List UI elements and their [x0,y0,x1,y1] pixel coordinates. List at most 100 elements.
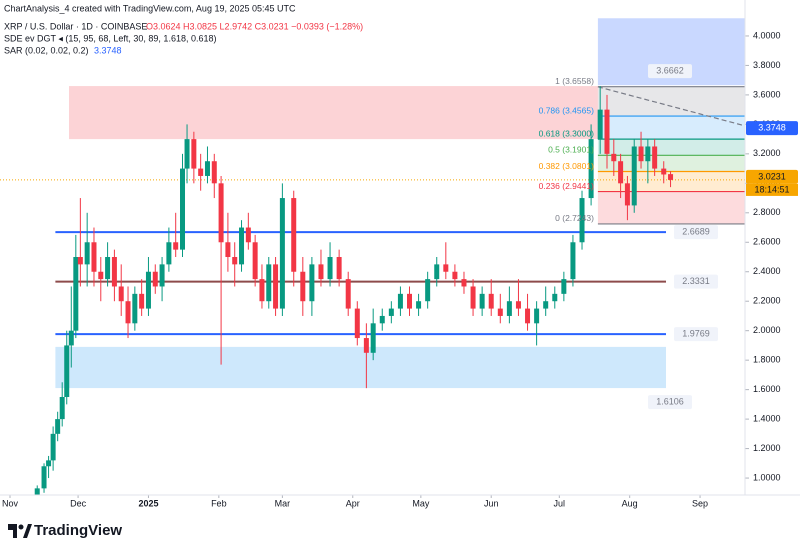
y-tick-label: 2.6000 [753,237,781,247]
price-tag-label: 3.3748 [758,122,786,132]
price-tag-label: 2.6689 [682,226,710,236]
candle-body [300,271,306,302]
indicator: SDE ev DGT ◂ (15, 95, 68, Left, 30, 89, … [4,33,216,43]
candle-body [68,330,74,346]
y-tick-label: 2.2000 [753,296,781,306]
candle-body [379,315,385,324]
candle-body [579,198,585,243]
candle-body [125,301,131,324]
candle-body [461,279,467,287]
candle-body [166,242,172,265]
brand: TradingView [34,522,122,539]
x-tick-label: Sep [692,498,708,508]
fib-label: 0.618 (3.3000) [539,128,594,138]
symbol: XRP / U.S. Dollar · 1D · COINBASE [4,21,147,31]
zone [55,346,667,389]
indicator: SAR (0.02, 0.02, 0.2) [4,45,89,55]
candle-body [363,338,369,353]
candle-body [132,293,138,324]
candle-body [77,257,83,265]
candle-body [624,183,630,206]
countdown-box [746,183,798,196]
candle-body [225,242,231,258]
candle-body [159,264,165,287]
candle-body [479,293,485,309]
candle-body [232,257,238,265]
candle-body [259,279,265,302]
candle-body [388,308,394,316]
x-tick-label: Apr [346,498,360,508]
fib-band [597,116,745,140]
fib-band [597,191,745,224]
candle-body [139,293,145,309]
candle-body [452,271,458,280]
y-tick-label: 3.8000 [753,60,781,70]
candle-body [180,168,186,250]
trend-line [597,86,745,127]
price-tag-label: 3.0231 [758,171,786,181]
y-tick-label: 2.4000 [753,266,781,276]
candle-body [515,301,521,309]
candle-body [204,161,210,176]
y-tick-label: 2.0000 [753,325,781,335]
x-tick-label: Mar [275,498,291,508]
zone [69,86,598,140]
candle-body [497,308,503,316]
candle-body [370,323,376,353]
candle-body [34,488,40,495]
candle-body [198,168,204,176]
candle-body [245,227,251,243]
candle-body [64,345,70,398]
credit: ChartAnalysis_4 created with TradingView… [4,3,296,13]
overlay: 1.0000 1.2000 1.4000 1.6000 1.8000 2.0000 2.20… [2,30,798,508]
candle-body [543,301,549,309]
fib-band [597,86,745,117]
candle-body [291,198,297,272]
candle-body [561,279,567,294]
candle-body [631,146,637,206]
price-tag-label: 1.6106 [656,396,684,406]
candle-body [488,293,494,309]
candle-body [318,264,324,280]
candle-body [470,286,476,309]
y-tick-label: 1.4000 [753,413,781,423]
candle-body [111,257,117,287]
candle-body [570,242,576,280]
price-tag [674,274,719,289]
candle-body [266,264,272,302]
candle-body [218,183,224,243]
candle-body [55,419,61,434]
fib-label: 0.382 (3.0801) [539,161,594,171]
candle-body [105,257,111,280]
candle-body [354,308,360,339]
candle-body [416,301,422,309]
candle-body [145,271,151,309]
candle-body [59,397,65,420]
x-tick-label: Feb [211,498,227,508]
y-tick-label: 1.6000 [753,384,781,394]
candle-body [668,174,674,180]
candle-body [98,271,104,280]
candle-body [534,308,540,324]
price-tag [746,169,798,184]
candle-body [345,279,351,309]
sar-value: 3.3748 [94,45,122,55]
fib-label: 0 (2.7243) [555,213,594,223]
candle-body [336,257,342,280]
price-tag [648,64,693,79]
fib-label: 0.786 (3.4565) [539,105,594,115]
candle-body [434,264,440,280]
price-tag-label: 3.6662 [656,66,684,76]
candle-body [661,168,667,175]
candle-body [597,109,603,140]
y-tick-label: 1.8000 [753,355,781,365]
candle-body [118,286,124,302]
candle-body [73,257,79,331]
x-tick-label: Aug [622,498,638,508]
candle-body [525,308,531,324]
y-tick-label: 4.0000 [753,30,781,40]
candle-body [407,293,413,309]
candle-body [327,257,333,280]
x-tick-label: Nov [2,498,19,508]
